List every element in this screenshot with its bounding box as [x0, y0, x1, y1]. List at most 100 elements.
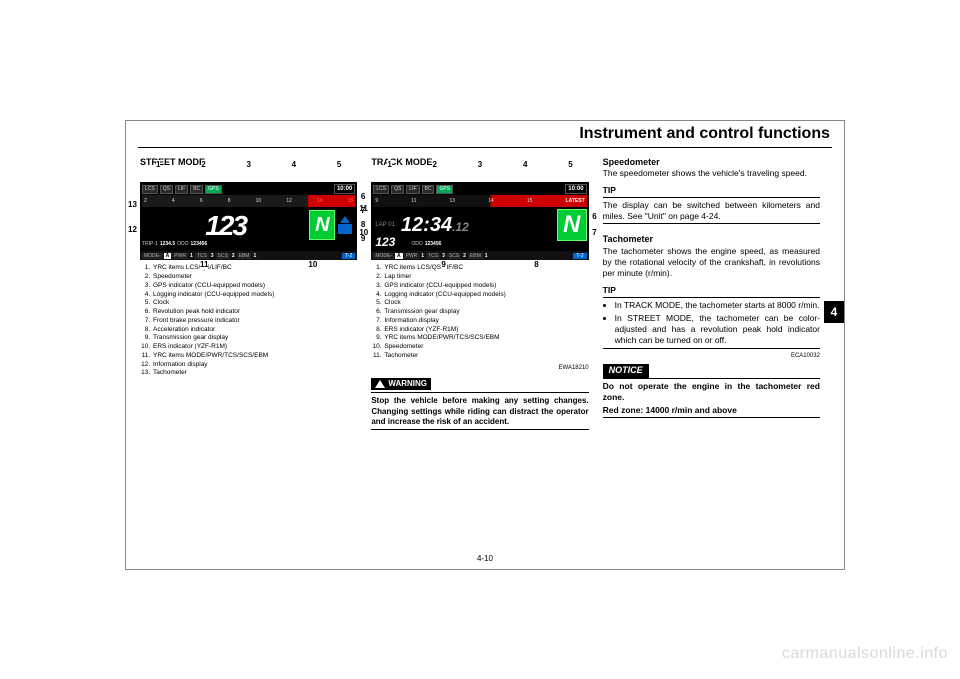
- tachometer-body: The tachometer shows the engine speed, a…: [603, 246, 820, 279]
- speedometer-body: The speedometer shows the vehicle's trav…: [603, 168, 820, 179]
- legend-item: Clock: [383, 299, 588, 308]
- legend-item: Tachometer: [383, 352, 588, 361]
- chip-bc: BC: [422, 185, 435, 194]
- callout: 11: [359, 204, 367, 214]
- track-callouts-top: 1 2 3 4 5: [371, 160, 588, 170]
- rpm-red: 14: [488, 198, 494, 204]
- pwr-value: 1: [420, 253, 425, 259]
- lap-label: LAP: [375, 222, 386, 228]
- gps-icon: GPS: [205, 185, 222, 194]
- page-title: Instrument and control functions: [579, 125, 830, 143]
- yrc-bar: MODE- A PWR 1 TCS 3 SCS 2 EBM 1 T-2: [140, 251, 357, 260]
- mode-value: A: [395, 253, 403, 259]
- tachometer-heading: Tachometer: [603, 234, 820, 245]
- odo-label: ODO: [411, 241, 422, 247]
- rule: [603, 348, 820, 349]
- trip-value: 1234.5: [160, 241, 175, 247]
- tip-item: In TRACK MODE, the tachometer starts at …: [615, 300, 820, 311]
- tcs-value: 3: [210, 253, 215, 259]
- rpm-tick: 12: [286, 198, 292, 204]
- gps-icon: GPS: [436, 185, 453, 194]
- watermark: carmanualsonline.info: [782, 645, 948, 663]
- legend-item: Information display: [152, 361, 357, 370]
- rpm-tick: 10: [256, 198, 262, 204]
- mode-value: A: [164, 253, 172, 259]
- rule: [603, 197, 820, 198]
- info-display: TRIP-1 1234.5 ODO 123456: [142, 238, 355, 250]
- legend-item: YRC items MODE/PWR/TCS/SCS/EBM: [152, 352, 357, 361]
- speed-val: 123: [375, 235, 395, 249]
- legend-item: Transmission gear display: [152, 334, 357, 343]
- warning-text: Stop the vehicle before making any setti…: [371, 396, 588, 427]
- warning-label: WARNING: [388, 379, 427, 389]
- trip-label: TRIP-1: [142, 241, 158, 247]
- tcs-value: 3: [441, 253, 446, 259]
- content-frame: Instrument and control functions 4 STREE…: [125, 120, 845, 570]
- lap-timer: 12:34.12: [395, 213, 557, 238]
- notice-text-2: Red zone: 14000 r/min and above: [603, 405, 820, 416]
- legend-item: ERS indicator (YZF-R1M): [383, 326, 588, 335]
- latest-label: LATEST: [566, 198, 585, 204]
- legend-item: Transmission gear display: [383, 308, 588, 317]
- ers-value: T-2: [573, 253, 586, 259]
- speedometer-value: 123: [373, 235, 397, 250]
- rule: [603, 223, 820, 224]
- chip-qs: QS: [391, 185, 404, 194]
- track-center: LAP 01 12:34.12 N: [373, 208, 586, 242]
- street-legend: YRC items LCS/QS/LIF/BC Speedometer GPS …: [140, 264, 357, 378]
- scs-value: 2: [462, 253, 467, 259]
- legend-item: Information display: [383, 317, 588, 326]
- lap-time-main: 12:34: [401, 214, 452, 236]
- legend-item: ERS indicator (YZF-R1M): [152, 343, 357, 352]
- warning-icon: [375, 380, 385, 388]
- warning-label-box: WARNING: [371, 378, 431, 390]
- legend-item: Revolution peak hold indicator: [152, 308, 357, 317]
- rpm-tick: 13: [450, 198, 456, 204]
- rpm-tick: 11: [411, 198, 416, 204]
- chip-lif: LIF: [175, 185, 188, 194]
- track-dashboard: LCS QS LIF BC GPS 10:00 9 11 13 14: [371, 182, 588, 260]
- track-legend: YRC items LCS/QS/LIF/BC Lap timer GPS in…: [371, 264, 588, 360]
- notice-text-1: Do not operate the engine in the tachome…: [603, 381, 820, 403]
- mode-label: MODE-: [142, 253, 163, 259]
- legend-item: Speedometer: [383, 343, 588, 352]
- rpm-tick: 2: [144, 198, 147, 204]
- odo-value: 123456: [191, 241, 208, 247]
- clock: 10:00: [565, 184, 586, 194]
- col-track: TRACK MODE 1 2 3 4 5 11 10 6 7: [371, 157, 588, 545]
- rpm-tick: 6: [200, 198, 203, 204]
- callout: 8: [534, 260, 538, 270]
- callout: 11: [200, 260, 208, 270]
- tip-body: The display can be switched between kilo…: [603, 200, 820, 222]
- callout: 1: [156, 160, 160, 170]
- callout: 2: [433, 160, 437, 170]
- street-figure: 1 2 3 4 5 13 12 6 7 8 9 LCS: [140, 170, 357, 260]
- rpm-tick: 4: [172, 198, 175, 204]
- street-center: 123 N: [142, 208, 355, 242]
- callout: 4: [523, 160, 527, 170]
- callout: 10: [359, 228, 368, 238]
- tip-item: In STREET MODE, the tachometer can be co…: [615, 313, 820, 346]
- callout: 2: [201, 160, 205, 170]
- tachometer-scale: 2 4 6 8 10 12 14 15: [142, 195, 355, 207]
- ebm-label: EBM: [237, 253, 252, 259]
- accel-icon: [340, 216, 350, 223]
- gear-display: N: [557, 209, 587, 241]
- tip-label: TIP: [603, 285, 616, 296]
- rpm-red: 15: [527, 198, 533, 204]
- ebm-label: EBM: [468, 253, 483, 259]
- chip-lif: LIF: [406, 185, 419, 194]
- legend-item: Logging indicator (CCU-equipped models): [383, 291, 588, 300]
- callout: 3: [478, 160, 482, 170]
- ebm-value: 1: [484, 253, 489, 259]
- callout: 6: [361, 192, 365, 202]
- street-dashboard: LCS QS LIF BC GPS 10:00 2 4 6 8 10: [140, 182, 357, 260]
- rule: [603, 297, 820, 298]
- mode-label: MODE-: [373, 253, 394, 259]
- track-topbar: LCS QS LIF BC GPS 10:00: [373, 184, 586, 194]
- legend-item: YRC items MODE/PWR/TCS/SCS/EBM: [383, 334, 588, 343]
- tcs-label: TCS: [195, 253, 209, 259]
- chapter-tab: 4: [824, 301, 844, 323]
- notice-code: ECA10032: [603, 353, 820, 361]
- street-callouts-bottom: 11 10: [140, 260, 357, 270]
